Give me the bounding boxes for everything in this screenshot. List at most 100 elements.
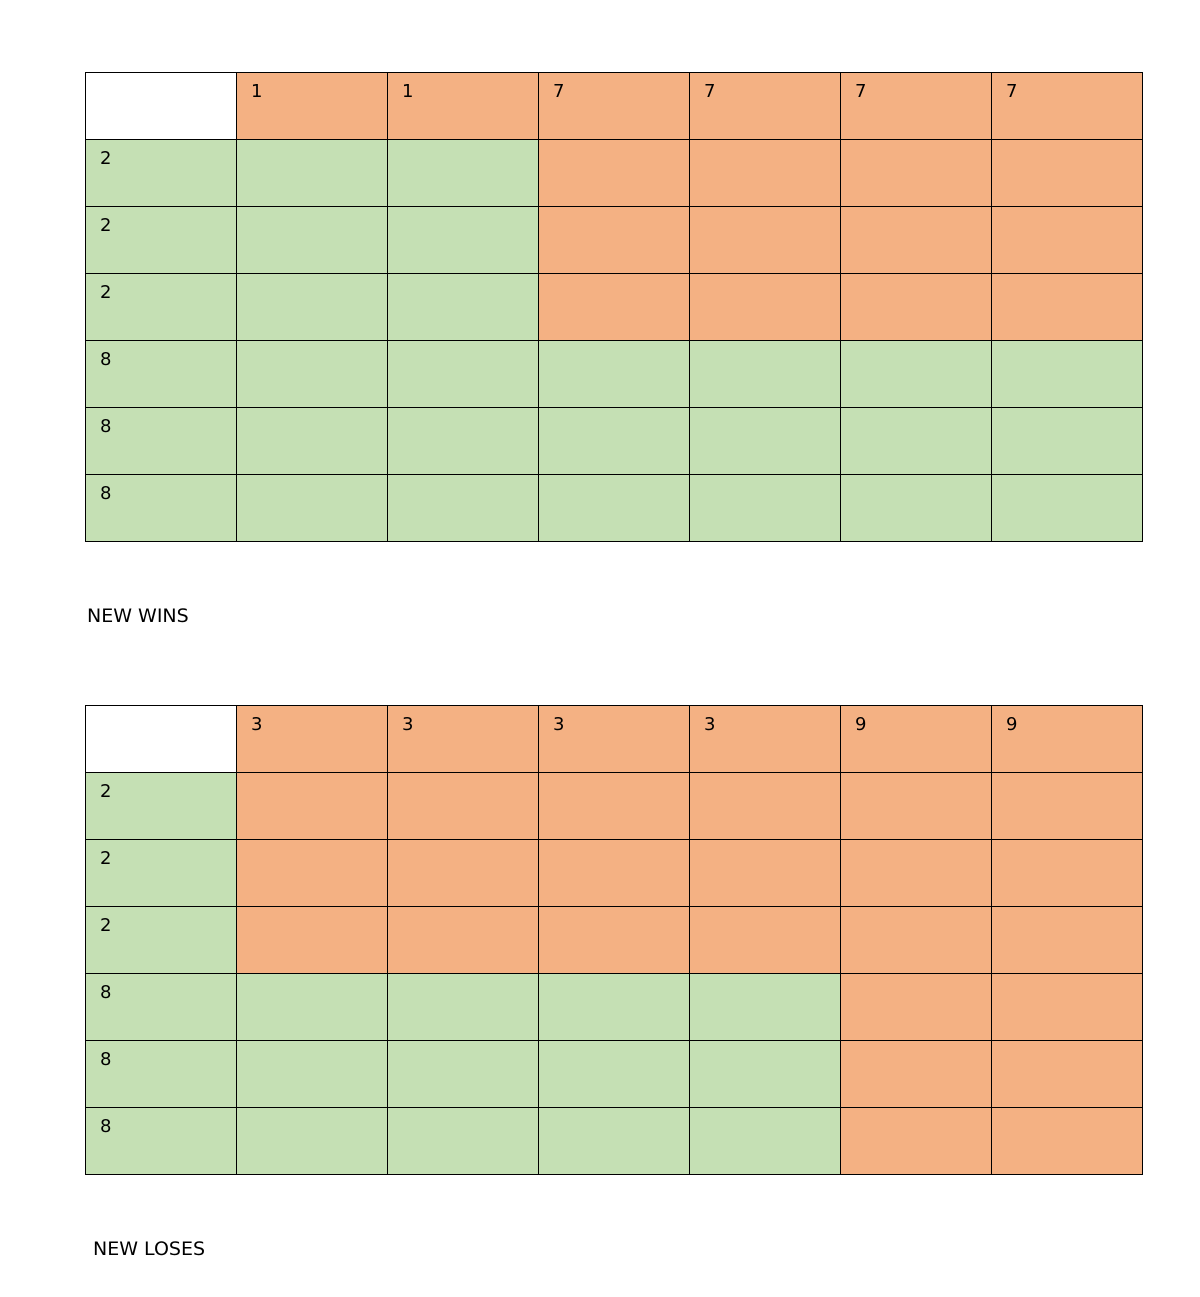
grid-cell-green [689,973,841,1041]
grid-cell-green [689,1107,841,1175]
column-header-value: 1 [402,81,414,102]
row-header-value: 2 [100,915,112,936]
grid-cell-orange [991,973,1143,1041]
grid-cell-orange [991,273,1143,341]
grid-cell-green [689,474,841,542]
column-header-value: 3 [251,714,263,735]
column-header-cell: 1 [387,72,539,140]
grid-cell-orange [991,139,1143,207]
grid-cell-green [991,407,1143,475]
grid-cell-green [236,1107,388,1175]
grid-cell-orange [689,839,841,907]
column-header-value: 9 [855,714,867,735]
grid-cell-green [387,1040,539,1108]
row-header-cell: 2 [85,139,237,207]
table-row: 2 [85,139,1143,207]
wins-caption: NEW WINS [87,605,189,627]
row-header-cell: 8 [85,340,237,408]
grid-cell-orange [538,906,690,974]
grid-cell-orange [689,206,841,274]
grid-cell-green [991,340,1143,408]
grid-cell-orange [538,273,690,341]
column-header-cell: 7 [689,72,841,140]
wins-grid: 1 1 7 7 7 7 2 2 2 8 8 8 [85,72,1143,542]
table-row: 8 [85,1107,1143,1175]
grid-cell-green [689,1040,841,1108]
row-header-cell: 2 [85,839,237,907]
row-header-value: 2 [100,781,112,802]
table-row: 2 [85,906,1143,974]
grid-cell-orange [538,139,690,207]
grid-cell-orange [840,839,992,907]
grid-cell-orange [991,1040,1143,1108]
grid-cell-green [991,474,1143,542]
row-header-value: 2 [100,148,112,169]
grid-cell-green [840,474,992,542]
row-header-value: 8 [100,1116,112,1137]
column-header-cell: 3 [538,705,690,773]
grid-cell-green [236,474,388,542]
grid-cell-orange [991,772,1143,840]
row-header-cell: 2 [85,273,237,341]
row-header-value: 2 [100,215,112,236]
grid-cell-green [387,340,539,408]
column-header-value: 7 [1006,81,1018,102]
row-header-cell: 8 [85,973,237,1041]
row-header-value: 8 [100,982,112,1003]
loses-grid: 3 3 3 3 9 9 2 2 2 8 8 8 [85,705,1143,1175]
column-header-cell: 1 [236,72,388,140]
column-header-value: 9 [1006,714,1018,735]
grid-cell-green [538,474,690,542]
header-row: 3 3 3 3 9 9 [85,705,1143,773]
row-header-cell: 2 [85,206,237,274]
grid-cell-orange [991,1107,1143,1175]
grid-cell-orange [840,973,992,1041]
table-row: 8 [85,407,1143,475]
table-row: 8 [85,340,1143,408]
row-header-cell: 8 [85,407,237,475]
row-header-cell: 8 [85,474,237,542]
grid-cell-green [236,1040,388,1108]
row-header-cell: 2 [85,772,237,840]
column-header-cell: 3 [689,705,841,773]
grid-cell-green [387,973,539,1041]
row-header-cell: 8 [85,1040,237,1108]
table-row: 2 [85,839,1143,907]
grid-cell-green [538,340,690,408]
grid-cell-orange [991,206,1143,274]
grid-cell-green [689,340,841,408]
grid-cell-orange [387,772,539,840]
grid-cell-orange [991,839,1143,907]
grid-cell-green [236,273,388,341]
row-header-cell: 2 [85,906,237,974]
column-header-value: 3 [402,714,414,735]
corner-cell [85,705,237,773]
grid-cell-orange [236,906,388,974]
header-row: 1 1 7 7 7 7 [85,72,1143,140]
table-row: 2 [85,772,1143,840]
grid-cell-orange [689,139,841,207]
grid-cell-green [538,1040,690,1108]
grid-cell-green [538,973,690,1041]
grid-cell-orange [689,772,841,840]
grid-cell-orange [538,772,690,840]
column-header-value: 1 [251,81,263,102]
column-header-cell: 7 [991,72,1143,140]
column-header-value: 7 [553,81,565,102]
table-row: 8 [85,474,1143,542]
grid-cell-orange [689,906,841,974]
grid-cell-green [387,206,539,274]
grid-cell-orange [840,906,992,974]
loses-caption: NEW LOSES [93,1238,206,1260]
column-header-cell: 7 [840,72,992,140]
grid-cell-green [538,1107,690,1175]
grid-cell-green [387,474,539,542]
row-header-value: 2 [100,282,112,303]
grid-cell-orange [689,273,841,341]
grid-cell-orange [387,906,539,974]
column-header-cell: 3 [236,705,388,773]
grid-cell-orange [840,273,992,341]
row-header-cell: 8 [85,1107,237,1175]
grid-cell-orange [840,1040,992,1108]
corner-cell [85,72,237,140]
